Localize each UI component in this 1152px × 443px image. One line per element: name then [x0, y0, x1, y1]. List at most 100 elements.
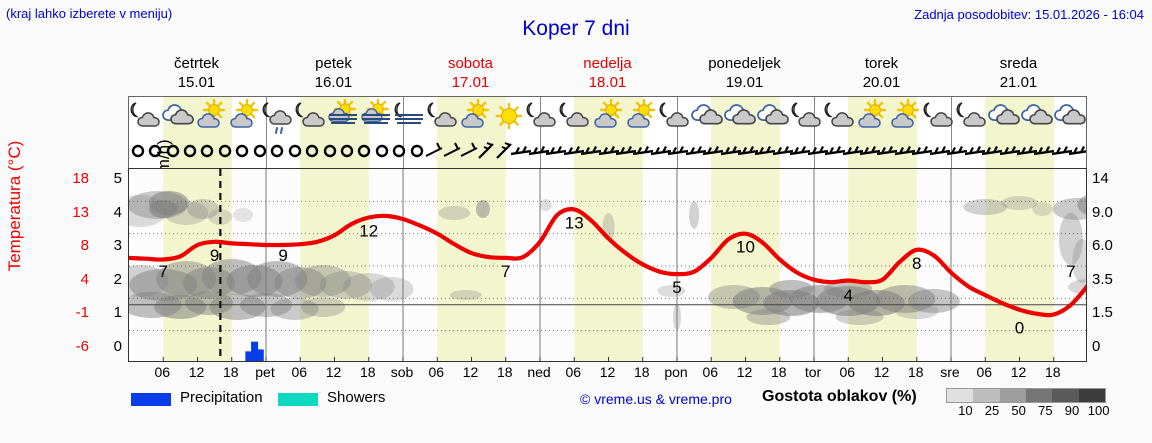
wind-symbol-calm: [267, 142, 287, 166]
day-name: petek: [315, 55, 352, 72]
cloud-density-tick-90: 90: [1064, 403, 1080, 418]
x-tick-06-8: 06: [428, 364, 445, 380]
daylight-band-plot-5: [848, 169, 917, 361]
x-tick-12-25: 12: [1010, 364, 1027, 380]
cloud-height-tick-5: 0: [1092, 337, 1101, 355]
wind-symbol-calm: [180, 142, 200, 166]
cloud-density-field: [129, 191, 1086, 330]
wind-barb-strip: [128, 138, 1087, 168]
moon-cloud-icon: [822, 99, 858, 135]
wind-symbol-light: [442, 140, 462, 164]
day-date: 15.01: [177, 74, 216, 91]
wind-symbol-calm: [372, 142, 392, 166]
temperature-tick-5: -6: [75, 337, 89, 355]
page-title: Koper 7 dni: [522, 17, 630, 40]
cloud-density-swatch-4: [1052, 389, 1079, 402]
day-header-5: torek 20.01: [813, 54, 950, 94]
cloud-blob: [746, 309, 791, 325]
wind-symbol-barb: [528, 140, 549, 164]
cloud-blob: [1058, 213, 1083, 265]
day-headers: četrtek 15.01 petek 16.01 sobota 17.01 nedelja…: [128, 54, 1087, 94]
wind-symbol-barb: [720, 140, 741, 164]
wind-symbol-barb: [703, 140, 724, 164]
day-date: 20.01: [862, 74, 901, 91]
wind-symbol-barb: [1034, 140, 1055, 164]
wind-symbol-barb: [685, 140, 706, 164]
wind-symbol-calm: [145, 142, 165, 166]
x-tick-12-5: 12: [325, 364, 342, 380]
cloud-blob: [1001, 196, 1038, 210]
cloud-blob: [769, 280, 814, 298]
sun-cloud-icon: [194, 99, 230, 135]
daylight-band-plot-6: [985, 169, 1054, 361]
cloud-blob: [1032, 202, 1053, 216]
cloud-blob: [149, 200, 178, 218]
showers-legend-label: Showers: [327, 389, 386, 406]
wind-symbol-barb: [825, 140, 846, 164]
wind-symbol-barb: [807, 140, 828, 164]
wind-symbol-barb: [615, 140, 636, 164]
cloud-blob: [657, 285, 686, 297]
x-tick-18-6: 18: [359, 364, 376, 380]
cloud-blob: [164, 201, 209, 225]
menu-note: (kraj lahko izberete v meniju): [6, 6, 173, 21]
precipitation-legend-label: Precipitation: [180, 389, 263, 406]
wind-symbol-barb: [1069, 140, 1086, 164]
wind-symbol-barb: [772, 140, 793, 164]
wind-symbol-barb: [964, 140, 985, 164]
cloud-blob: [369, 277, 414, 301]
cloud-blob: [963, 199, 1008, 215]
x-tick-12-21: 12: [873, 364, 890, 380]
day-separator-2: [403, 97, 404, 138]
x-axis-ticks: 06 12 18 pet 06 12 18 sob 06 12 18 ned 06 12 18 pon 06 12…: [128, 364, 1087, 384]
moon-cloud-icon: [557, 99, 593, 135]
precipitation-tick-5: 0: [113, 337, 122, 355]
x-tick-06-12: 06: [565, 364, 582, 380]
wind-symbol-light: [424, 140, 444, 164]
temperature-tick-2: 8: [80, 237, 89, 254]
cloud-blob: [247, 261, 308, 297]
day-name: ponedeljek: [708, 55, 781, 72]
wind-symbol-barb: [912, 140, 933, 164]
temperature-label: 4: [844, 286, 853, 305]
x-tick-06-24: 06: [976, 364, 993, 380]
temperature-label: 12: [359, 222, 378, 241]
day-date: 18.01: [588, 74, 627, 91]
day-separator-1: [266, 97, 267, 138]
temperature-label: 9: [278, 246, 287, 265]
wind-symbol-calm: [215, 142, 235, 166]
wind-symbol-calm: [337, 142, 357, 166]
cloud-density-swatch-2: [999, 389, 1026, 402]
precipitation-tick-1: 4: [113, 203, 122, 221]
cloud-blob: [301, 297, 346, 317]
x-tick-18-10: 18: [496, 364, 513, 380]
cloud-density-tick-100: 100: [1087, 403, 1110, 418]
x-tick-12-17: 12: [736, 364, 753, 380]
cloud-icon: [987, 99, 1023, 135]
moon-cloud-icon: [789, 99, 825, 135]
copyright-label: © vreme.us & vreme.pro: [580, 391, 732, 407]
precipitation-bar: [251, 341, 259, 361]
cloud-density-tick-10: 10: [958, 403, 973, 418]
wind-symbol-barb: [929, 140, 950, 164]
cloud-icon: [1053, 99, 1086, 135]
wind-symbol-barb: [860, 140, 881, 164]
wind-symbol-barb: [563, 140, 584, 164]
daylight-band-plot-2: [437, 169, 506, 361]
temperature-label: 8: [912, 254, 921, 273]
cloud-blob: [187, 199, 220, 219]
sun-cloud-icon: [888, 99, 924, 135]
cloud-blob: [875, 285, 936, 313]
daylight-band-plot-3: [574, 169, 643, 361]
x-tick-sob-7: sob: [390, 364, 414, 380]
cloud-blob: [295, 265, 352, 297]
day-name: četrtek: [173, 55, 219, 72]
moon-cloud-icon: [293, 99, 329, 135]
temperature-label: 7: [1066, 262, 1075, 281]
cloud-density-tick-50: 50: [1011, 403, 1026, 418]
x-tick-pon-15: pon: [664, 364, 688, 380]
day-header-3: nedelja 18.01: [539, 54, 676, 94]
